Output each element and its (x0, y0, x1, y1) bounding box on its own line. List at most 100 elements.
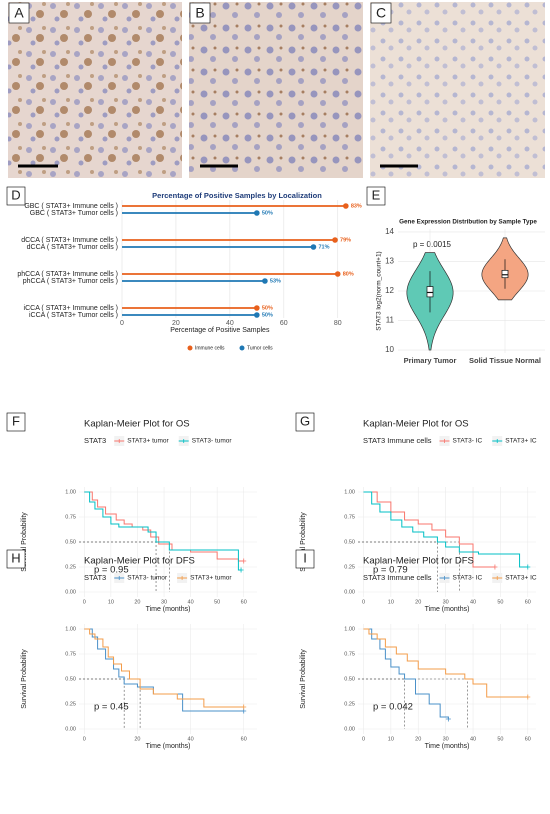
chart-title: Kaplan-Meier Plot for DFS (363, 556, 474, 567)
x-tick-label: Primary Tumor (404, 356, 457, 365)
x-tick-label: 0 (362, 599, 365, 605)
panel-label: E (372, 187, 381, 202)
x-tick-label: 40 (188, 599, 194, 605)
censor-mark (445, 716, 451, 722)
legend-label: STAT3+ IC (505, 438, 537, 445)
panel-label: H (11, 550, 20, 565)
y-tick-label: 10 (385, 345, 394, 354)
y-tick-label: 0.75 (65, 651, 76, 657)
legend-label: STAT3+ tumor (127, 438, 169, 445)
legend-title: STAT3 (84, 573, 106, 582)
lollipop-dot (343, 203, 349, 209)
value-label: 50% (262, 210, 273, 216)
lollipop-dot (334, 271, 341, 277)
x-axis-label: Time (months) (425, 743, 470, 750)
x-tick-label: 40 (226, 320, 234, 327)
censor-mark (525, 694, 531, 700)
y-tick-label: 0.25 (65, 564, 76, 570)
value-label: 53% (270, 278, 281, 284)
legend-title: STAT3 Immune cells (363, 436, 432, 445)
row-label: GBC ( STAT3+ Immune cells ) (24, 203, 118, 210)
x-tick-label: 30 (161, 599, 167, 605)
x-axis-label: Time (months) (425, 606, 470, 613)
x-tick-label: 50 (497, 599, 503, 605)
y-axis-label: Survival Probability (21, 512, 28, 572)
x-tick-label: 40 (470, 599, 476, 605)
censor-mark (241, 704, 247, 710)
legend-swatch (442, 439, 447, 443)
y-tick-label: 0.50 (344, 676, 355, 682)
censor-mark (492, 564, 498, 570)
survival-curve (363, 491, 528, 568)
value-label: 79% (340, 237, 351, 243)
censor-mark (238, 567, 244, 573)
legend-swatch (495, 576, 500, 580)
panel-label-box (6, 549, 26, 569)
row-label: dCCA ( STAT3+ Tumor cells ) (27, 244, 118, 251)
y-tick-label: 0.25 (344, 701, 355, 707)
legend-label: STAT3- tumor (192, 438, 233, 445)
panel-label-box (6, 186, 26, 206)
value-label: 71% (318, 244, 329, 250)
survival-curve (363, 491, 495, 568)
survival-curve (84, 491, 242, 571)
lollipop-dot (262, 278, 268, 284)
x-tick-label: 60 (241, 736, 247, 742)
censor-mark (525, 564, 531, 570)
y-tick-label: 0.25 (344, 564, 355, 570)
legend-label: STAT3- IC (453, 438, 483, 445)
y-tick-label: 0.50 (65, 539, 76, 545)
legend-label: STAT3+ tumor (190, 575, 232, 582)
lollipop-dot (254, 305, 260, 311)
x-tick-label: 0 (120, 320, 124, 327)
y-tick-label: 0.00 (65, 589, 76, 595)
legend-swatch (442, 576, 447, 580)
censor-mark (241, 558, 247, 564)
lollipop-dot (254, 210, 260, 216)
legend-swatch (187, 345, 193, 351)
annotation: p = 0.95 (94, 565, 129, 576)
x-tick-label: 40 (188, 736, 194, 742)
x-tick-label: 50 (497, 736, 503, 742)
panel-label: F (12, 413, 20, 428)
panel-label-box (370, 2, 392, 24)
x-tick-label: 30 (443, 599, 449, 605)
x-tick-label: 60 (280, 320, 288, 327)
panel-label: G (300, 413, 310, 428)
legend-title: STAT3 (84, 436, 106, 445)
y-tick-label: 0.75 (344, 651, 355, 657)
panel-label-box (189, 2, 211, 24)
panel-label: A (14, 5, 24, 21)
x-tick-label: 60 (525, 599, 531, 605)
x-tick-label: 80 (334, 320, 342, 327)
row-label: phCCA ( STAT3+ Tumor cells ) (23, 278, 118, 285)
y-tick-label: 1.00 (344, 489, 355, 495)
annotation: p = 0.45 (94, 702, 129, 713)
lollipop-dot (310, 244, 317, 250)
legend-label: STAT3- tumor (127, 575, 168, 582)
panel-label-box (295, 549, 315, 569)
legend-label: STAT3- IC (453, 575, 483, 582)
chart-title: Gene Expression Distribution by Sample T… (399, 219, 537, 226)
annotation: p = 0.79 (373, 565, 408, 576)
y-tick-label: 1.00 (65, 626, 76, 632)
legend-swatch (495, 439, 500, 443)
row-label: GBC ( STAT3+ Tumor cells ) (30, 210, 118, 217)
box (501, 269, 509, 279)
y-tick-label: 0.00 (65, 726, 76, 732)
survival-curve (84, 491, 244, 562)
y-tick-label: 0.50 (65, 676, 76, 682)
x-tick-label: 40 (470, 736, 476, 742)
histology-image (189, 2, 363, 178)
y-tick-label: 0.00 (344, 589, 355, 595)
y-tick-label: 0.50 (344, 539, 355, 545)
panel-label: C (376, 5, 386, 21)
x-tick-label: 10 (108, 599, 114, 605)
survival-curve (84, 628, 244, 712)
y-tick-label: 0.00 (344, 726, 355, 732)
y-axis-label: STAT3 log2(norm_count+1) (376, 251, 383, 330)
y-tick-label: 13 (385, 257, 394, 266)
row-label: dCCA ( STAT3+ Immune cells ) (21, 237, 118, 244)
x-axis-label: Time (months) (146, 606, 191, 613)
panel-label: B (195, 5, 204, 21)
